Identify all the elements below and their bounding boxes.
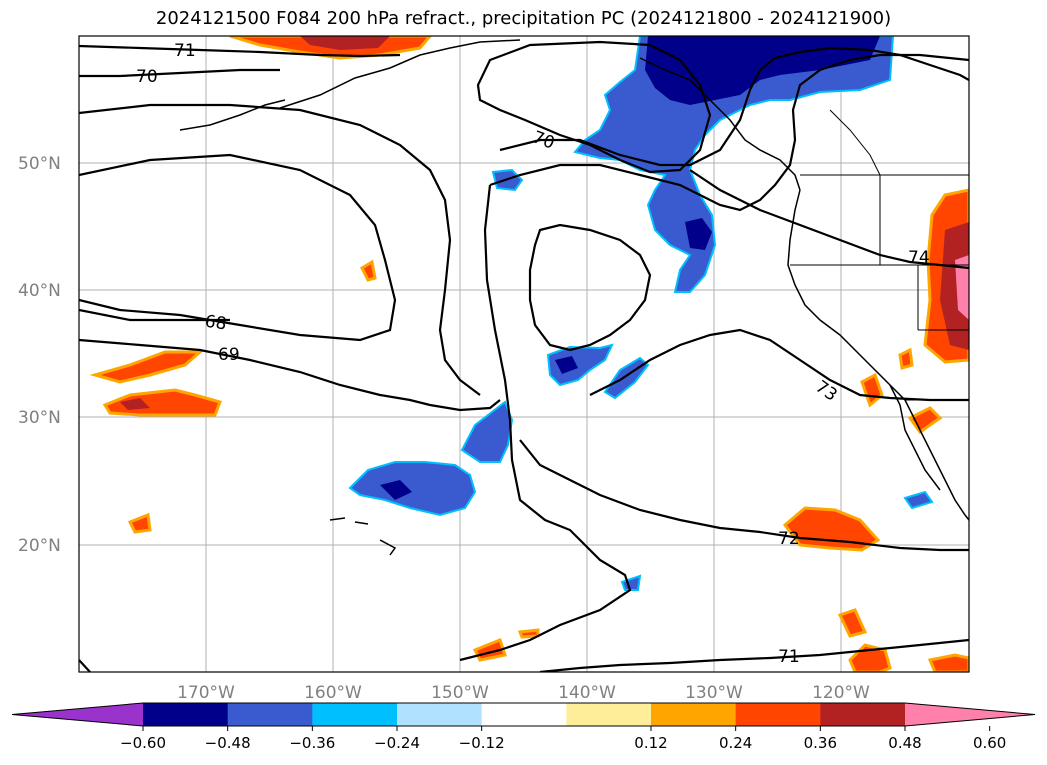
lat-label: 40°N [18, 281, 61, 301]
colorbar-box [566, 703, 652, 726]
contour-trough-1 [489, 53, 969, 212]
contour-69 [79, 338, 501, 412]
lon-label: 150°W [431, 683, 489, 703]
alaska-peninsula [179, 99, 286, 131]
small-red-patch-6 [927, 653, 969, 672]
contour-74 [689, 169, 969, 270]
colorbar-tick-label: 0.48 [888, 734, 921, 752]
lon-label: 140°W [558, 683, 616, 703]
lon-label: 130°W [685, 683, 743, 703]
contour-label: 74 [908, 248, 930, 268]
colorbar-box [820, 703, 906, 726]
lat-label: 30°N [18, 408, 61, 428]
precip-negative-areas [348, 36, 934, 591]
gulf-alaska-darkblue-core [645, 36, 880, 105]
central-pacific-blue-3 [460, 400, 514, 463]
colorbar-box [651, 703, 737, 726]
contour-south-west [79, 659, 91, 672]
colorbar-box [312, 703, 398, 726]
contour-70-top [79, 68, 280, 78]
west-coast-darkred-core [940, 222, 969, 350]
contour-73 [589, 328, 969, 402]
contour-loop-2 [79, 153, 397, 342]
contour-trough-2 [459, 184, 632, 662]
lon-label: 120°W [812, 683, 870, 703]
colorbar-extend-min [12, 703, 143, 726]
small-red-patch-3 [517, 628, 540, 639]
offshore-darkblue-cell [685, 218, 712, 250]
colorbar-tick-label: 0.60 [973, 734, 1006, 752]
baja-coast [889, 384, 941, 491]
contour-70-mid [499, 46, 969, 167]
lat-label: 50°N [18, 154, 61, 174]
contour-label: 70 [136, 67, 158, 87]
map-area [79, 36, 969, 672]
gulf-alaska-blue-region [573, 36, 895, 293]
colorbar-tick-label: −0.48 [205, 734, 251, 752]
colorbar-tick-label: 0.36 [804, 734, 837, 752]
small-red-patch-8 [898, 347, 914, 370]
colorbar-box [397, 703, 483, 726]
contour-72 [519, 439, 969, 552]
contour-north-ridge [476, 40, 712, 174]
colorbar-tick-label: 0.24 [719, 734, 752, 752]
colorbar-extend-max [905, 703, 1035, 726]
west-pacific-darkred-2 [120, 398, 150, 410]
colorbar-box [481, 703, 567, 726]
west-coast-pink-core [955, 255, 969, 320]
colorbar-box [227, 703, 313, 726]
west-pacific-red-1 [89, 350, 205, 384]
colorbar: −0.60 −0.48 −0.36 −0.24 −0.12 0.12 0.24 0.36 0.4… [11, 702, 1036, 752]
central-pacific-darkblue-1 [555, 356, 578, 374]
refractivity-contours [79, 40, 969, 672]
colorbar-tick-label: −0.24 [374, 734, 420, 752]
colorbar-tick-label: 0.12 [634, 734, 667, 752]
lon-label: 170°W [177, 683, 235, 703]
lat-label: 20°N [18, 536, 61, 556]
baja-blue-patch [903, 490, 934, 510]
contour-label: 68 [204, 312, 228, 335]
colorbar-box [143, 703, 229, 726]
colorbar-tick-label: −0.60 [120, 734, 166, 752]
colorbar-tick-label: −0.12 [459, 734, 505, 752]
contour-label: 71 [174, 41, 196, 61]
us-west-coast [787, 189, 969, 521]
contour-loop-1 [79, 103, 481, 396]
small-red-patch-4 [837, 608, 868, 638]
small-blue-patch-2 [620, 574, 642, 591]
contour-label: 69 [218, 345, 240, 365]
bering-darkred-core [300, 36, 390, 50]
colorbar-tick-label: −0.36 [289, 734, 335, 752]
map-frame [78, 35, 970, 673]
lon-label: 160°W [304, 683, 362, 703]
hawaii-islands [329, 517, 397, 556]
small-red-patch-7 [360, 259, 377, 282]
contour-71-top [79, 44, 401, 58]
longitude-labels: 170°W 160°W 150°W 140°W 130°W 120°W [177, 683, 870, 703]
latitude-labels: 50°N 40°N 30°N 20°N [18, 154, 61, 556]
map-title: 2024121500 F084 200 hPa refract., precip… [155, 8, 892, 29]
central-pacific-blue-1 [546, 343, 614, 387]
contour-68 [79, 308, 230, 322]
alaska-coast [279, 39, 521, 109]
contour-71-bottom [539, 638, 969, 672]
colorbar-box [735, 703, 821, 726]
contour-trough-3 [528, 223, 652, 352]
contour-label: 71 [778, 647, 800, 667]
hawaii-blue-region [348, 461, 477, 517]
hawaii-darkblue-core [380, 480, 412, 500]
contour-label: 72 [778, 529, 800, 549]
small-red-patch-1 [127, 512, 152, 534]
